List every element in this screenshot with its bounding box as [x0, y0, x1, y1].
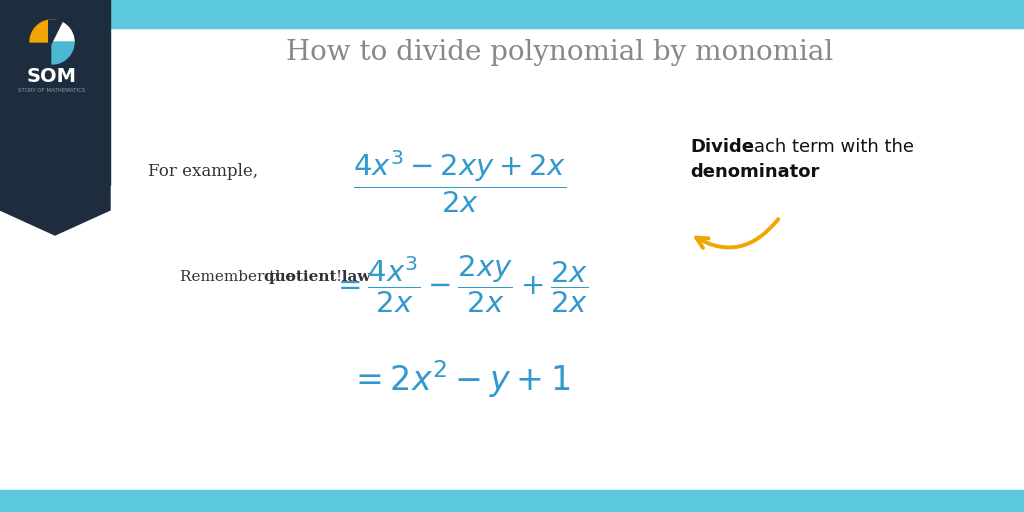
Text: STORY OF MATHEMATICS: STORY OF MATHEMATICS: [18, 89, 86, 94]
Text: denominator: denominator: [690, 163, 819, 181]
Polygon shape: [30, 20, 52, 42]
Text: $= 2x^2 - y + 1$: $= 2x^2 - y + 1$: [349, 358, 570, 400]
Polygon shape: [0, 185, 110, 235]
Text: $\dfrac{4x^3 - 2xy + 2x}{2x}$: $\dfrac{4x^3 - 2xy + 2x}{2x}$: [353, 149, 566, 215]
Text: For example,: For example,: [147, 163, 258, 181]
FancyArrowPatch shape: [696, 219, 778, 248]
Polygon shape: [49, 20, 63, 49]
Bar: [0, 490, 1024, 512]
Bar: [0, 0, 110, 185]
Polygon shape: [52, 20, 74, 42]
Polygon shape: [52, 42, 74, 64]
Text: SOM: SOM: [27, 68, 77, 87]
Text: Divide: Divide: [690, 138, 754, 156]
Bar: [0, 0, 1024, 28]
Text: Remember the: Remember the: [180, 270, 299, 284]
Text: How to divide polynomial by monomial: How to divide polynomial by monomial: [287, 38, 834, 66]
Text: each term with the: each term with the: [737, 138, 914, 156]
Text: $= \dfrac{4x^3}{2x} - \dfrac{2xy}{2x} + \dfrac{2x}{2x}$: $= \dfrac{4x^3}{2x} - \dfrac{2xy}{2x} + …: [332, 253, 588, 314]
Text: !: !: [336, 270, 342, 284]
Text: quotient law: quotient law: [264, 270, 371, 284]
